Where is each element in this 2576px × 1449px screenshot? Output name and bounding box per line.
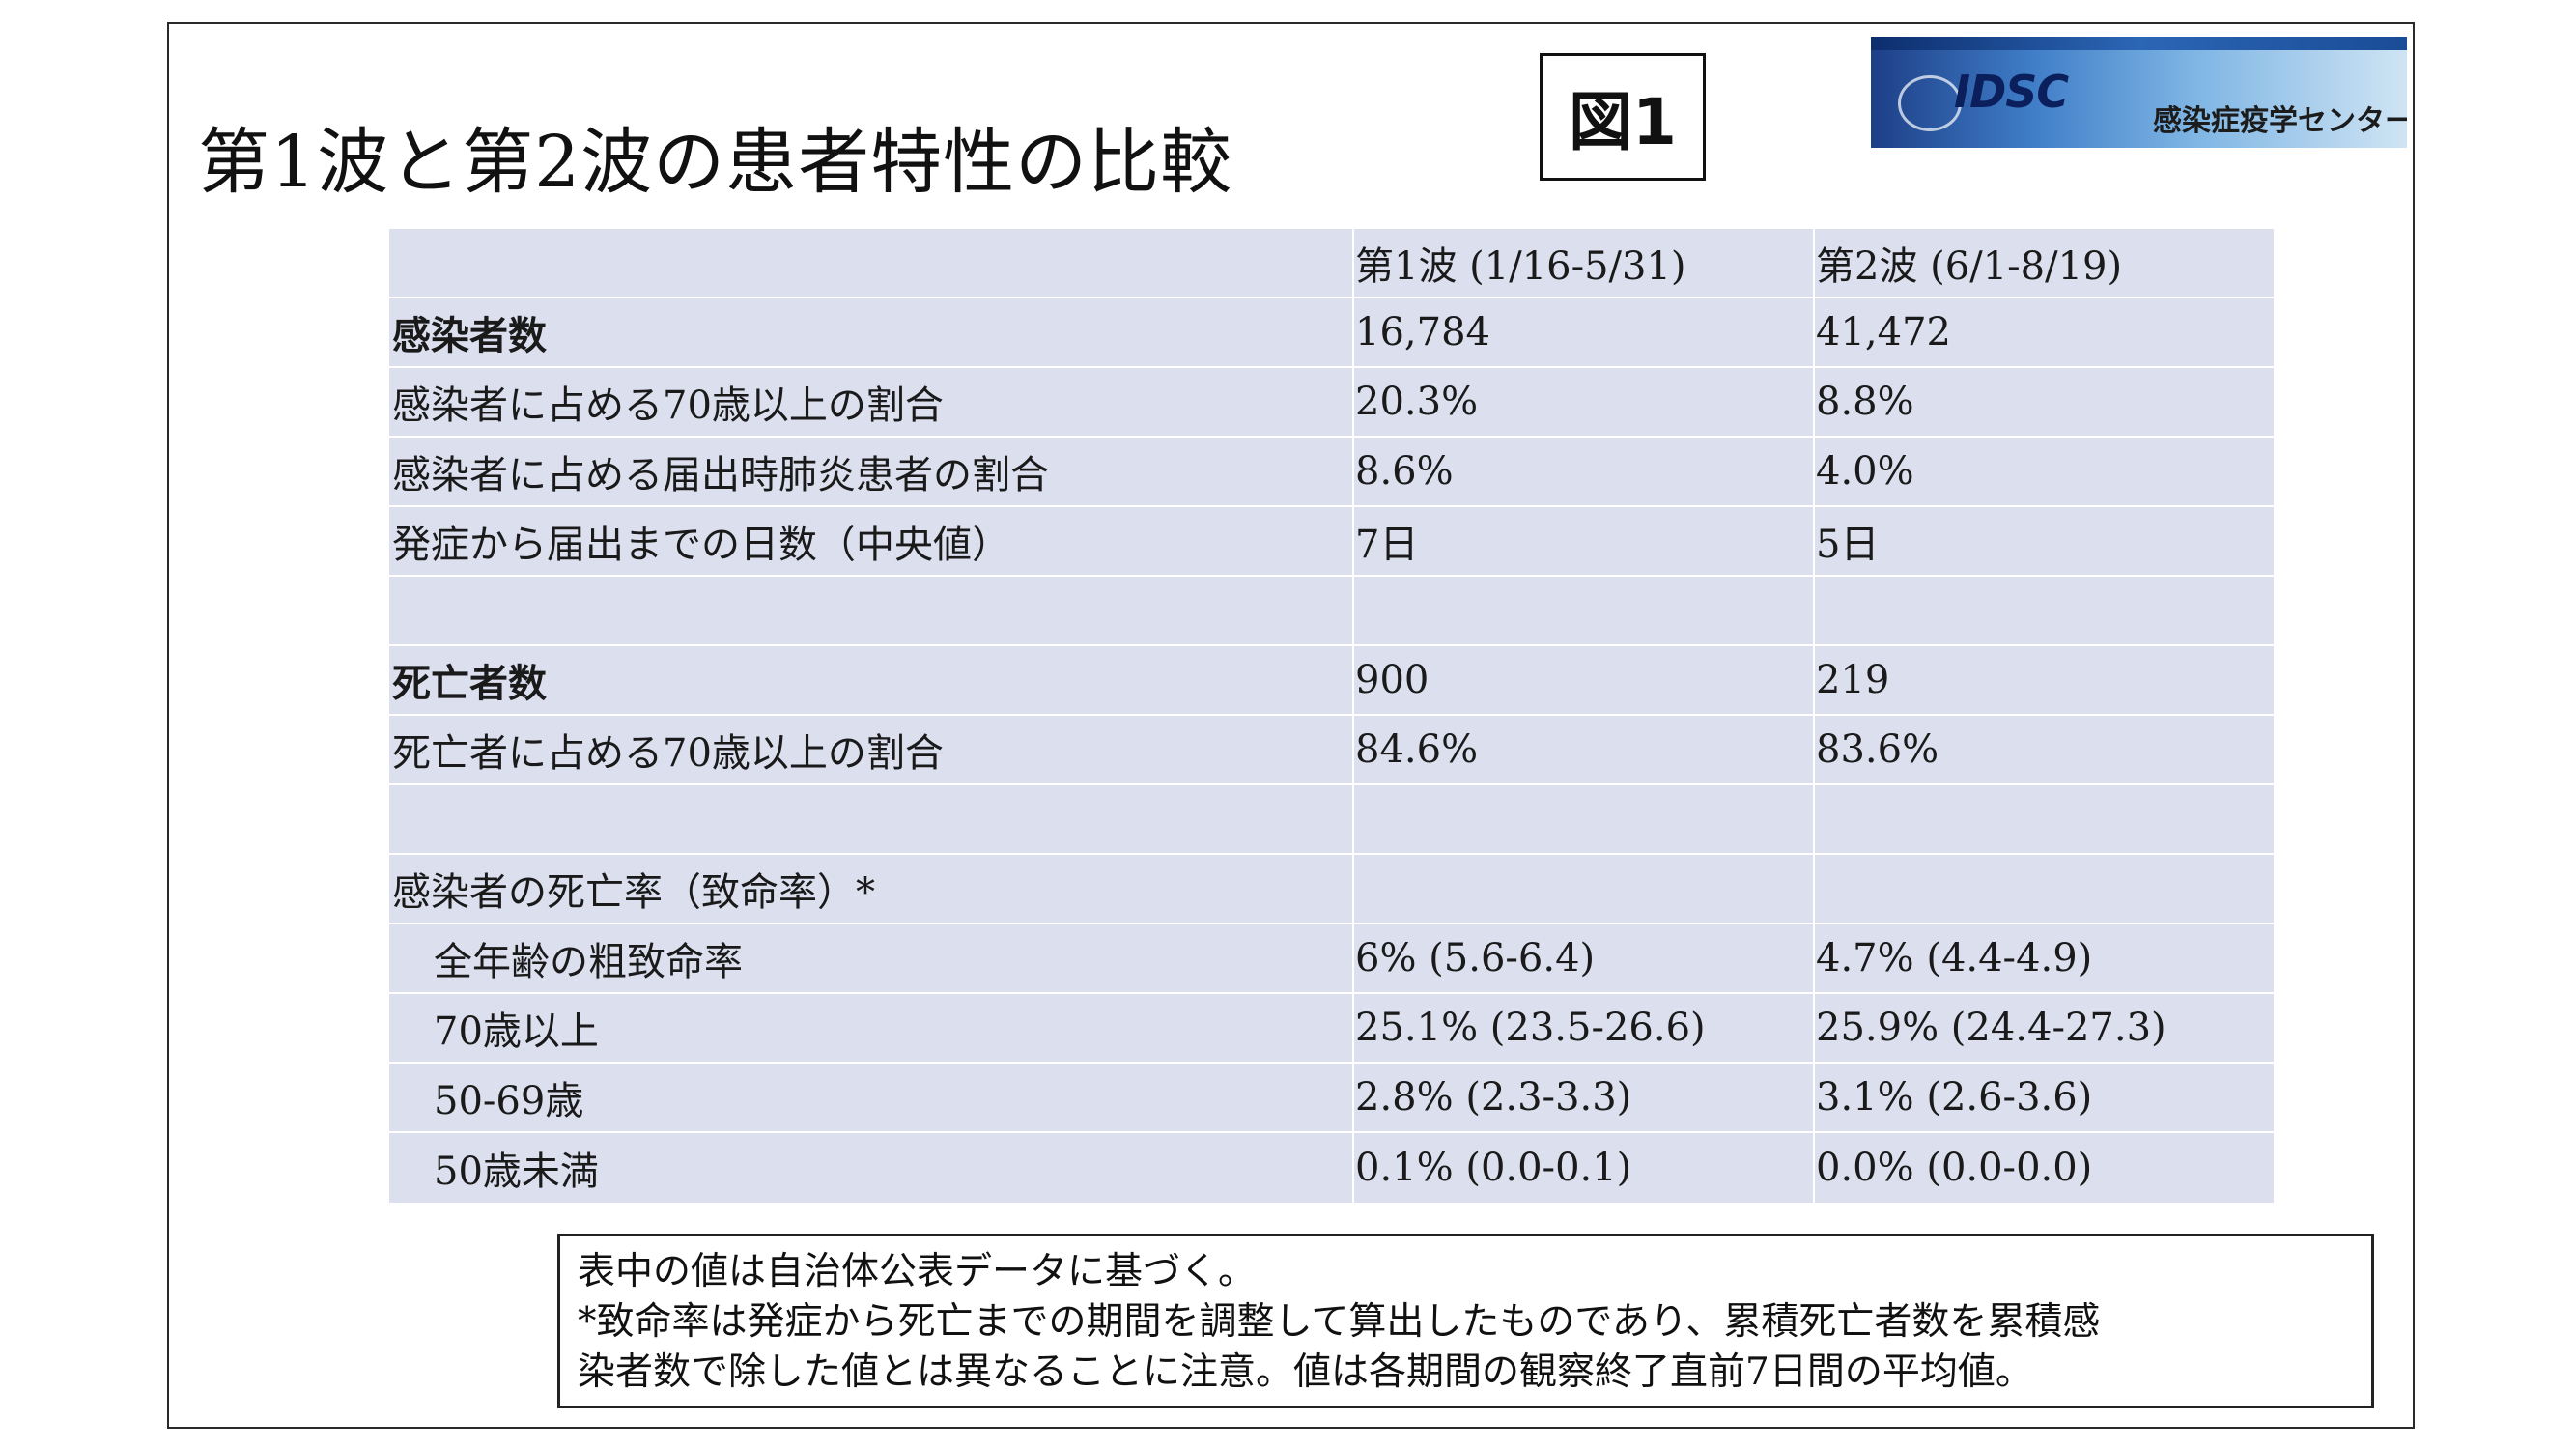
table-row: 感染者に占める届出時肺炎患者の割合 8.6% 4.0% (389, 438, 2274, 507)
row-value-wave2: 4.0% (1813, 438, 2274, 505)
row-label: 発症から届出までの日数（中央値） (392, 523, 1010, 567)
table-row-blank (389, 785, 2274, 855)
logo-org-name: 感染症疫学センター (2153, 104, 2407, 138)
row-label (389, 577, 1352, 644)
row-value-wave2: 41,472 (1813, 298, 2274, 366)
row-label: 50歳未満 (434, 1150, 599, 1194)
header-cell-wave1: 第1波 (1/16-5/31) (1352, 229, 1813, 297)
footnote-line: 表中の値は自治体公表データに基づく。 (578, 1250, 1257, 1293)
row-value-wave2: 25.9% (24.4-27.3) (1813, 994, 2274, 1062)
row-value-wave2 (1813, 785, 2274, 853)
row-value-wave2: 3.1% (2.6-3.6) (1813, 1064, 2274, 1131)
row-label: 70歳以上 (434, 1009, 599, 1054)
row-value-wave1: 16,784 (1352, 298, 1813, 366)
logo-swirl-icon (1898, 75, 1962, 131)
table-row: 感染者の死亡率（致命率）* (389, 855, 2274, 924)
row-value-wave2: 4.7% (4.4-4.9) (1813, 924, 2274, 992)
table-row: 50歳未満 0.1% (0.0-0.1) 0.0% (0.0-0.0) (389, 1133, 2274, 1203)
row-label: 感染者に占める届出時肺炎患者の割合 (392, 453, 1049, 497)
table-row: 50-69歳 2.8% (2.3-3.3) 3.1% (2.6-3.6) (389, 1064, 2274, 1133)
row-label: 全年齢の粗致命率 (434, 940, 743, 984)
row-value-wave1 (1352, 785, 1813, 853)
row-value-wave1: 2.8% (2.3-3.3) (1352, 1064, 1813, 1131)
table-row: 全年齢の粗致命率 6% (5.6-6.4) 4.7% (4.4-4.9) (389, 924, 2274, 994)
table-row: 発症から届出までの日数（中央値） 7日 5日 (389, 507, 2274, 577)
table-row: 死亡者数 900 219 (389, 646, 2274, 716)
table-header-row: 第1波 (1/16-5/31) 第2波 (6/1-8/19) (389, 229, 2274, 298)
logo-brand: IDSC (1954, 66, 2069, 118)
row-value-wave2 (1813, 855, 2274, 923)
header-cell-wave2: 第2波 (6/1-8/19) (1813, 229, 2274, 297)
row-label: 死亡者数 (392, 661, 547, 706)
logo-top-bar (1871, 37, 2407, 50)
row-label: 感染者に占める70歳以上の割合 (392, 384, 944, 428)
footnote-line: 染者数で除した値とは異なることに注意。値は各期間の観察終了直前7日間の平均値。 (578, 1350, 2033, 1394)
row-value-wave2: 5日 (1813, 507, 2274, 575)
row-label: 死亡者に占める70歳以上の割合 (392, 731, 944, 776)
header-cell-label (389, 229, 1352, 297)
row-value-wave1: 7日 (1352, 507, 1813, 575)
comparison-table: 第1波 (1/16-5/31) 第2波 (6/1-8/19) 感染者数 16,7… (389, 229, 2274, 1203)
slide-title: 第1波と第2波の患者特性の比較 (198, 121, 1233, 204)
row-value-wave2: 219 (1813, 646, 2274, 714)
row-value-wave1 (1352, 577, 1813, 644)
figure-label: 図1 (1540, 53, 1706, 181)
row-value-wave2: 8.8% (1813, 368, 2274, 436)
row-value-wave1 (1352, 855, 1813, 923)
table-row: 死亡者に占める70歳以上の割合 84.6% 83.6% (389, 716, 2274, 785)
row-value-wave1: 84.6% (1352, 716, 1813, 783)
idsc-logo: IDSC 感染症疫学センター (1871, 37, 2407, 148)
row-label (389, 785, 1352, 853)
row-value-wave2: 0.0% (0.0-0.0) (1813, 1133, 2274, 1203)
row-value-wave1: 8.6% (1352, 438, 1813, 505)
row-value-wave1: 900 (1352, 646, 1813, 714)
row-label: 感染者の死亡率（致命率）* (392, 870, 875, 915)
row-value-wave2: 83.6% (1813, 716, 2274, 783)
footnote-line: *致命率は発症から死亡までの期間を調整して算出したものであり、累積死亡者数を累積… (578, 1300, 2101, 1344)
row-value-wave2 (1813, 577, 2274, 644)
row-value-wave1: 20.3% (1352, 368, 1813, 436)
row-value-wave1: 6% (5.6-6.4) (1352, 924, 1813, 992)
row-label: 50-69歳 (434, 1079, 584, 1123)
table-row-blank (389, 577, 2274, 646)
row-value-wave1: 0.1% (0.0-0.1) (1352, 1133, 1813, 1203)
row-value-wave1: 25.1% (23.5-26.6) (1352, 994, 1813, 1062)
footnote-box: 表中の値は自治体公表データに基づく。 *致命率は発症から死亡までの期間を調整して… (557, 1234, 2374, 1408)
table-row: 感染者数 16,784 41,472 (389, 298, 2274, 368)
table-row: 感染者に占める70歳以上の割合 20.3% 8.8% (389, 368, 2274, 438)
row-label: 感染者数 (392, 313, 547, 358)
table-row: 70歳以上 25.1% (23.5-26.6) 25.9% (24.4-27.3… (389, 994, 2274, 1064)
